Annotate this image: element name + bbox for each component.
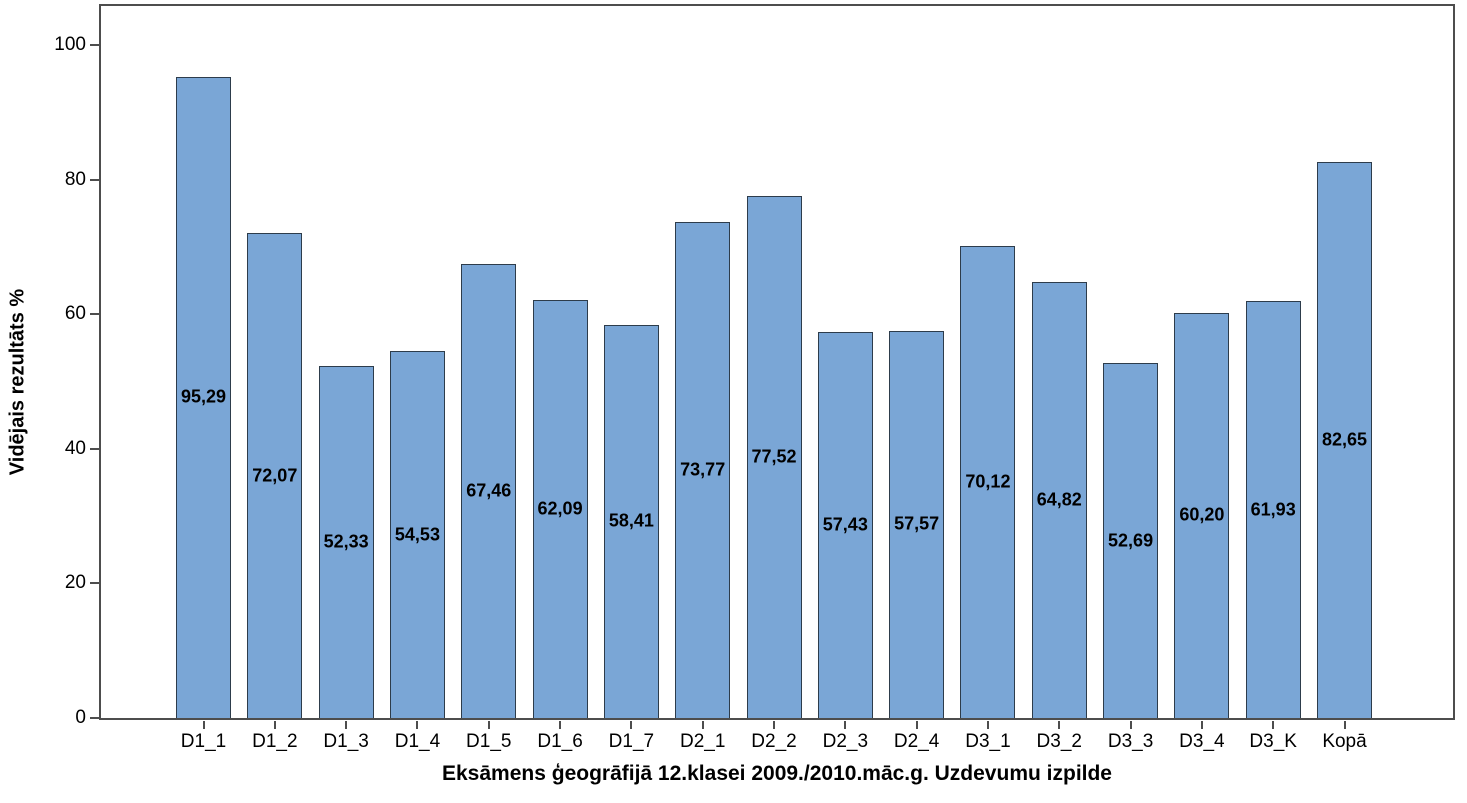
bar-D1_5: 67,46 [461, 264, 517, 718]
bar-value-label: 72,07 [252, 465, 298, 485]
bar-D3_2: 64,82 [1031, 281, 1087, 718]
x-tick-label-D1_3: D1_3 [323, 731, 369, 752]
bar-D1_7: 58,41 [603, 324, 659, 718]
x-tick-mark [844, 721, 847, 729]
y-tick-mark [90, 313, 99, 316]
x-tick-label-D1_7: D1_7 [608, 731, 655, 752]
bar-D1_1: 95,29 [176, 76, 231, 718]
x-tick-mark [273, 721, 276, 729]
y-tick-label-60: 60 [64, 303, 86, 325]
bar-D2_2: 77,52 [746, 196, 802, 718]
bar-D2_1: 73,77 [675, 221, 731, 718]
x-tick-mark [630, 721, 633, 729]
bar-value-label: 64,82 [1036, 489, 1082, 510]
y-tick-mark [90, 582, 99, 585]
bar-value-label: 52,33 [323, 531, 369, 552]
x-tick-label-D1_4: D1_4 [394, 731, 441, 752]
x-tick-label-Kopā: Kopā [1322, 731, 1367, 752]
x-tick-mark [986, 721, 989, 729]
x-tick-mark [1343, 721, 1346, 729]
bar-value-label: 58,41 [608, 510, 654, 531]
bar-D3_3: 52,69 [1103, 363, 1159, 718]
y-tick-label-20: 20 [64, 572, 86, 594]
x-tick-mark [487, 721, 490, 729]
y-tick-mark [90, 44, 99, 46]
x-tick-mark [773, 721, 775, 729]
x-tick-mark [1272, 721, 1275, 729]
bar-value-label: 61,93 [1250, 499, 1296, 520]
x-tick-label-D1_5: D1_5 [466, 731, 512, 752]
x-tick-label-D1_1: D1_1 [180, 731, 227, 752]
bar-value-label: 57,57 [894, 513, 940, 534]
bar-D3_4: 60,20 [1174, 312, 1230, 718]
bar-Kopā: 82,65 [1317, 161, 1372, 718]
bar-value-label: 60,20 [1179, 504, 1225, 525]
x-tick-mark [345, 721, 348, 729]
bar-D3_1: 70,12 [960, 246, 1016, 718]
bar-D3_K: 61,93 [1245, 301, 1301, 718]
plot-area: 95,29 72,07 52,33 54,53 67,46 62,09 58,41 73,77… [99, 4, 1455, 720]
x-tick-mark [915, 721, 918, 729]
y-tick-mark [90, 717, 99, 719]
x-tick-label-D3_3: D3_3 [1107, 731, 1154, 752]
y-tick-label-100: 100 [54, 34, 86, 55]
x-tick-label-D3_4: D3_4 [1179, 731, 1225, 752]
x-tick-mark [1058, 721, 1061, 729]
bar-D1_6: 62,09 [532, 300, 588, 718]
x-tick-label-D3_K: D3_K [1249, 731, 1297, 752]
x-tick-mark [1129, 721, 1132, 729]
y-axis-title: Vidējais rezultāts % [6, 288, 29, 476]
bar-value-label: 95,29 [180, 386, 227, 407]
x-tick-label-D1_2: D1_2 [252, 731, 298, 752]
bar-value-label: 70,12 [965, 471, 1011, 492]
x-tick-label-D2_2: D2_2 [751, 731, 797, 752]
bar-D1_2: 72,07 [247, 232, 303, 718]
x-tick-label-D2_4: D2_4 [893, 731, 940, 752]
bar-value-label: 54,53 [394, 524, 440, 545]
y-tick-label-0: 0 [75, 707, 86, 728]
x-tick-mark [416, 721, 419, 729]
x-axis-title: Eksāmens ģeogrāfijā 12.klasei 2009./2010… [442, 762, 1112, 785]
y-tick-label-40: 40 [64, 437, 86, 459]
bar-value-label: 52,69 [1108, 530, 1154, 551]
x-tick-mark [202, 721, 205, 729]
x-tick-label-D3_1: D3_1 [965, 731, 1011, 752]
x-tick-mark [559, 721, 562, 729]
x-tick-label-D3_2: D3_2 [1036, 731, 1082, 752]
x-tick-label-D2_1: D2_1 [679, 731, 726, 752]
x-tick-label-D2_3: D2_3 [822, 731, 869, 752]
y-tick-mark [90, 178, 99, 181]
bar-value-label: 77,52 [751, 446, 797, 467]
x-tick-mark [701, 721, 704, 729]
y-tick-mark [90, 447, 99, 450]
bar-value-label: 57,43 [822, 514, 868, 535]
bar-value-label: 73,77 [680, 459, 726, 480]
bar-D2_4: 57,57 [889, 330, 945, 718]
bar-D1_3: 52,33 [318, 365, 374, 718]
bar-D2_3: 57,43 [817, 331, 873, 718]
y-tick-label-80: 80 [64, 168, 86, 190]
bar-value-label: 67,46 [466, 480, 512, 501]
x-tick-mark [1200, 721, 1203, 729]
bar-value-label: 82,65 [1321, 429, 1368, 450]
bar-D1_4: 54,53 [389, 351, 445, 718]
x-tick-label-D1_6: D1_6 [537, 731, 583, 752]
bar-value-label: 62,09 [537, 498, 583, 519]
